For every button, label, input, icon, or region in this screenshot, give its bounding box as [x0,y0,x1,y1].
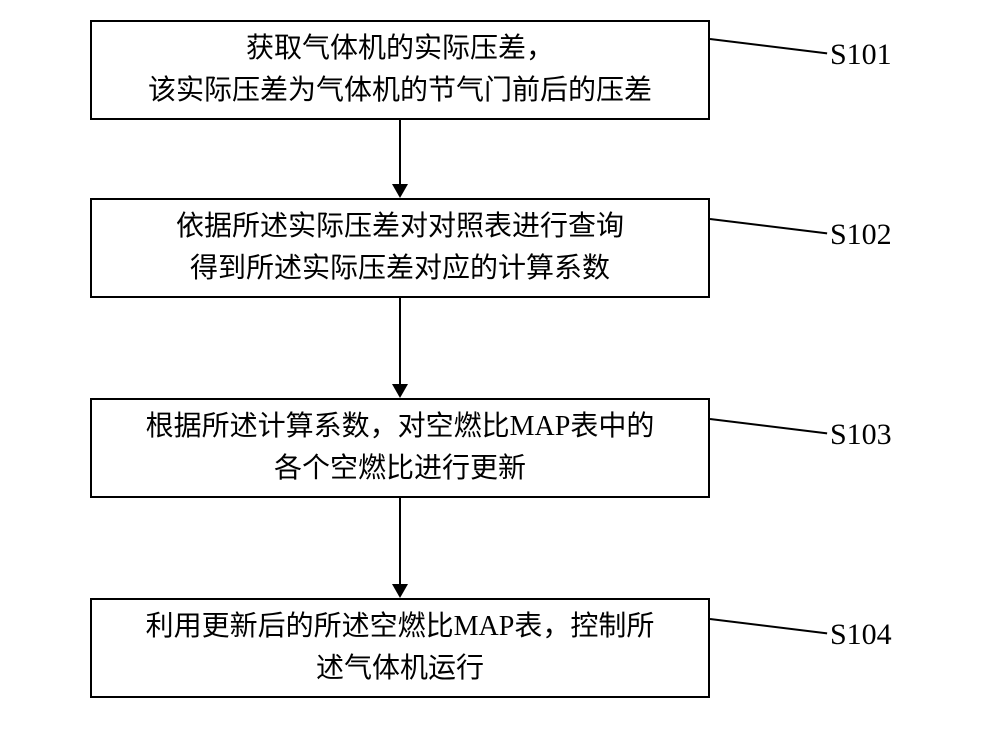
step-text-line1: 根据所述计算系数，对空燃比MAP表中的 [146,406,655,448]
step-text-line2: 各个空燃比进行更新 [274,448,526,490]
step-text-line2: 述气体机运行 [316,648,484,690]
connector-s102 [710,218,827,234]
label-s102: S102 [830,218,892,252]
connector-s103 [710,418,827,434]
connector-s101 [710,38,827,54]
step-text-line1: 利用更新后的所述空燃比MAP表，控制所 [146,606,655,648]
flowchart-step-s101: 获取气体机的实际压差， 该实际压差为气体机的节气门前后的压差 [90,20,710,120]
flowchart-step-s104: 利用更新后的所述空燃比MAP表，控制所 述气体机运行 [90,598,710,698]
step-text-line1: 获取气体机的实际压差， [246,28,554,70]
label-s101: S101 [830,38,892,72]
step-text-line2: 该实际压差为气体机的节气门前后的压差 [148,70,652,112]
label-s103: S103 [830,418,892,452]
step-text-line2: 得到所述实际压差对应的计算系数 [190,248,610,290]
flowchart-container: 获取气体机的实际压差， 该实际压差为气体机的节气门前后的压差 S101 依据所述… [0,0,1000,741]
label-s104: S104 [830,618,892,652]
flowchart-step-s102: 依据所述实际压差对对照表进行查询 得到所述实际压差对应的计算系数 [90,198,710,298]
flowchart-step-s103: 根据所述计算系数，对空燃比MAP表中的 各个空燃比进行更新 [90,398,710,498]
connector-s104 [710,618,827,634]
step-text-line1: 依据所述实际压差对对照表进行查询 [176,206,624,248]
